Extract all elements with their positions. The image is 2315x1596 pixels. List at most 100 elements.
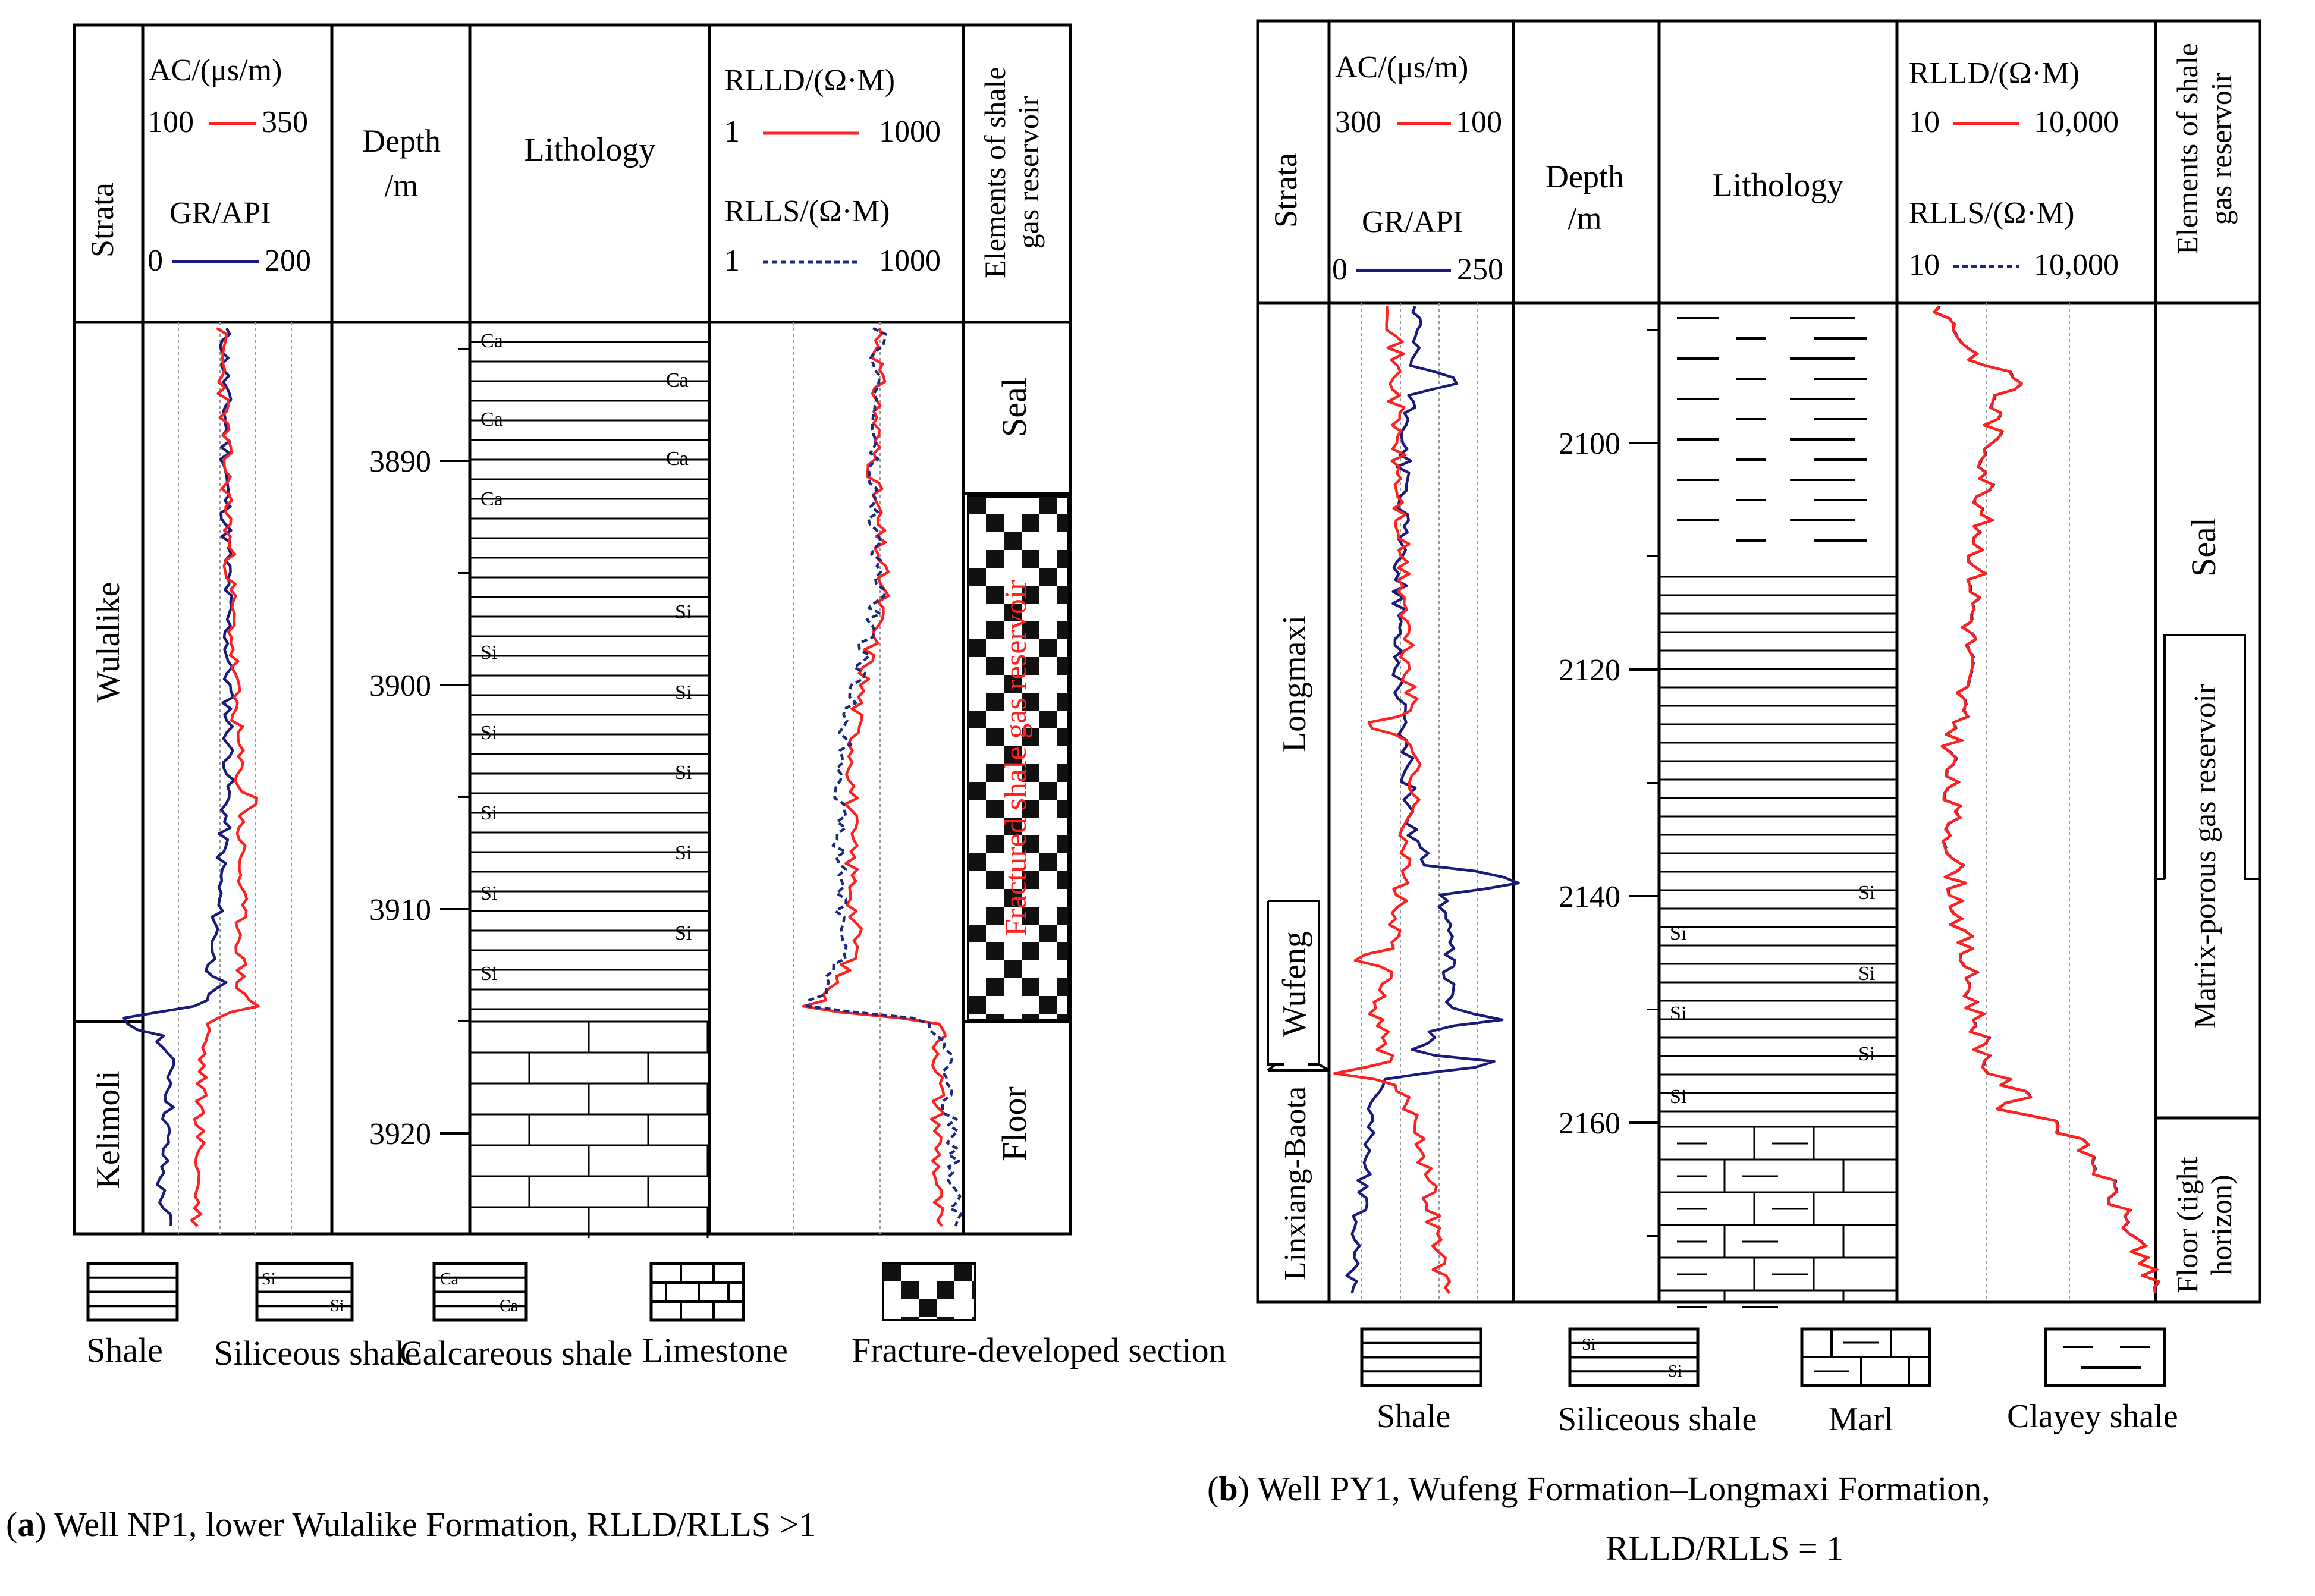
- fracture-cell: [901, 1281, 919, 1299]
- elements-header: Elements of shale: [978, 67, 1012, 278]
- gr-label: GR/API: [1362, 205, 1463, 239]
- fracture-cell: [1039, 782, 1057, 800]
- strata-header: Strata: [1268, 153, 1303, 228]
- fracture-cell: [1057, 978, 1068, 996]
- fracture-cell: [1057, 942, 1068, 960]
- fracture-cell: [986, 942, 1004, 960]
- gr-curve-b: [1345, 306, 1520, 1294]
- depth-label: 2120: [1559, 654, 1620, 687]
- gr-label: GR/API: [169, 196, 271, 230]
- legend-si-mark: Si: [1582, 1336, 1596, 1354]
- siliceous-mark: Si: [1858, 882, 1875, 904]
- fracture-cell: [1039, 711, 1057, 728]
- fracture-cell: [1057, 871, 1068, 889]
- depth-unit: /m: [384, 168, 418, 203]
- gr-curve-a: [122, 327, 235, 1227]
- ac-max: 350: [262, 105, 308, 139]
- fracture-cell: [1022, 550, 1039, 568]
- fracture-cell: [968, 639, 986, 657]
- legend-fracture: [882, 1262, 976, 1321]
- rlls-min: 10: [1909, 248, 1940, 282]
- siliceous-mark: Si: [675, 922, 692, 944]
- strata-boundary-wufeng-left: [1267, 901, 1284, 1066]
- siliceous-mark: Si: [1858, 963, 1875, 985]
- legend-si-mark: Si: [262, 1270, 276, 1289]
- rlld-label: RLLD/(Ω·M): [1909, 56, 2080, 90]
- rlls-max: 1000: [879, 244, 941, 278]
- legend-si-mark: Si: [1668, 1362, 1682, 1381]
- element-floor: Floor: [995, 1086, 1034, 1161]
- legend-calcareous: [432, 1262, 528, 1322]
- legend-siliceous-b: [1568, 1327, 1700, 1387]
- calcareous-mark: Ca: [480, 330, 503, 352]
- rlls-label: RLLS/(Ω·M): [1909, 196, 2074, 230]
- depth-unit: /m: [1568, 200, 1601, 236]
- rlld-max: 10,000: [2034, 105, 2119, 139]
- legend-si-mark: Si: [330, 1297, 344, 1315]
- fracture-cell: [1004, 675, 1022, 693]
- fracture-cell: [1004, 818, 1022, 835]
- fracture-cell: [901, 1317, 919, 1320]
- fracture-cell: [968, 782, 986, 800]
- depth-label: 2160: [1559, 1107, 1620, 1141]
- ac-curve-a: [190, 327, 260, 1227]
- gr-max: 200: [265, 244, 311, 278]
- fracture-cell: [1039, 853, 1057, 871]
- fracture-cell: [1022, 693, 1039, 711]
- element-reservoir: Fractured shale gas reservoir: [999, 580, 1033, 936]
- legend-frame: [2044, 1327, 2166, 1387]
- legend-shale-label-b: Shale: [1377, 1398, 1450, 1435]
- strata-wufeng: Wufeng: [1276, 931, 1313, 1037]
- fracture-cell: [986, 657, 1004, 675]
- legend-shale: [86, 1262, 179, 1322]
- fracture-cell: [1022, 586, 1039, 604]
- fracture-cell: [1057, 657, 1068, 675]
- depth-header: Depth: [362, 123, 441, 159]
- fracture-cell: [968, 925, 986, 942]
- elements-header-2: gas reservoir: [2204, 72, 2238, 225]
- siliceous-mark: Si: [1858, 1043, 1875, 1065]
- legend-siliceous: [255, 1262, 354, 1322]
- gr-min: 0: [147, 244, 163, 278]
- legend-siliceous-label: Siliceous shale: [214, 1334, 420, 1372]
- fracture-cell: [986, 586, 1004, 604]
- ac-label: AC/(μs/m): [1335, 51, 1468, 84]
- fracture-cell: [968, 853, 986, 871]
- rlls-curve-a: [806, 326, 963, 1227]
- fracture-cell: [986, 835, 1004, 853]
- rlld-curve-a: [802, 328, 947, 1227]
- fracture-cell: [968, 996, 986, 1014]
- legend-clayey: [2044, 1327, 2166, 1387]
- caption-b-line2: RLLD/RLLS = 1: [1606, 1529, 1844, 1567]
- depth-label: 3900: [369, 669, 431, 703]
- fracture-cell: [937, 1281, 954, 1299]
- fracture-cell: [1057, 514, 1068, 532]
- siliceous-mark: Si: [480, 882, 497, 904]
- fracture-cell: [1057, 693, 1068, 711]
- strata-boundary-step: [1267, 1063, 1330, 1072]
- legend-clayey-label: Clayey shale: [2007, 1398, 2178, 1435]
- fracture-cell: [1022, 978, 1039, 996]
- panel-b-frame: [1256, 19, 2261, 1304]
- strata-header: Strata: [84, 183, 120, 257]
- siliceous-mark: Si: [1670, 1086, 1686, 1108]
- depth-label: 3890: [369, 445, 431, 479]
- siliceous-mark: Si: [480, 802, 497, 824]
- depth-label: 2140: [1559, 880, 1620, 914]
- ac-min: 100: [147, 105, 194, 139]
- rlld-min: 10: [1909, 105, 1940, 139]
- fracture-cell: [1022, 907, 1039, 925]
- fracture-cell: [1004, 889, 1022, 907]
- fracture-cell: [986, 800, 1004, 818]
- ac-label: AC/(μs/m): [149, 54, 282, 87]
- element-seal: Seal: [2184, 517, 2223, 577]
- rlld-curve-b-overlay: [1933, 305, 2160, 1294]
- ac-curve-b: [1333, 306, 1452, 1295]
- depth-label: 2100: [1559, 427, 1620, 461]
- gr-min: 0: [1332, 253, 1347, 287]
- legend-limestone: [649, 1262, 745, 1322]
- fracture-cell: [1022, 657, 1039, 675]
- rlls-min: 1: [724, 244, 740, 278]
- fracture-cell: [968, 568, 986, 586]
- fracture-cell: [1022, 800, 1039, 818]
